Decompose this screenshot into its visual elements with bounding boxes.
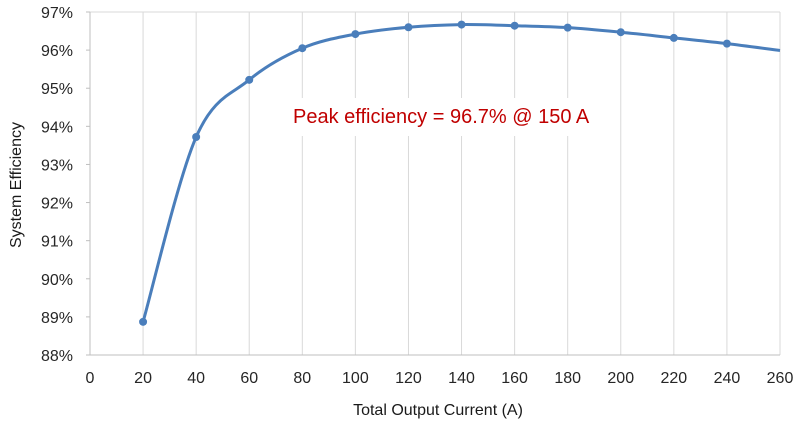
- x-tick-label-220: 220: [660, 370, 687, 387]
- x-tick-label-20: 20: [134, 370, 152, 387]
- data-point-220: [669, 33, 678, 42]
- y-tick-label-97: 97%: [41, 5, 73, 22]
- y-axis-title: System Efficiency: [8, 122, 25, 248]
- data-point-200: [616, 28, 625, 37]
- x-tick-label-200: 200: [607, 370, 634, 387]
- x-tick-label-260: 260: [767, 370, 794, 387]
- y-tick-label-88: 88%: [41, 348, 73, 365]
- y-tick-label-95: 95%: [41, 81, 73, 98]
- y-tick-label-96: 96%: [41, 43, 73, 60]
- x-tick-label-80: 80: [293, 370, 311, 387]
- x-tick-labels: 0 20 40 60 80 100 120 140 160 180 200 220 240 260: [86, 370, 794, 387]
- peak-efficiency-annotation: Peak efficiency = 96.7% @ 150 A: [293, 106, 590, 128]
- y-tick-labels: 88% 89% 90% 91% 92% 93% 94% 95% 96% 97%: [41, 5, 90, 365]
- y-tick-label-89: 89%: [41, 310, 73, 327]
- data-point-180: [563, 23, 572, 32]
- x-tick-label-120: 120: [395, 370, 422, 387]
- y-tick-label-91: 91%: [41, 234, 73, 251]
- x-axis-title: Total Output Current (A): [353, 402, 523, 419]
- y-tick-label-90: 90%: [41, 272, 73, 289]
- data-point-140: [457, 20, 466, 29]
- x-tick-label-60: 60: [240, 370, 258, 387]
- data-point-20: [139, 317, 148, 326]
- data-point-60: [245, 75, 254, 84]
- grid-lines: [90, 11, 781, 355]
- data-point-120: [404, 23, 413, 32]
- y-tick-label-93: 93%: [41, 157, 73, 174]
- data-point-240: [722, 39, 731, 48]
- x-tick-label-240: 240: [714, 370, 741, 387]
- data-point-40: [192, 133, 201, 142]
- data-points: [139, 20, 731, 326]
- x-tick-label-100: 100: [342, 370, 369, 387]
- annotation-background: [277, 98, 606, 136]
- x-tick-label-40: 40: [187, 370, 205, 387]
- x-tick-label-140: 140: [448, 370, 475, 387]
- x-tick-label-0: 0: [86, 370, 95, 387]
- y-tick-label-92: 92%: [41, 196, 73, 213]
- data-point-100: [351, 30, 360, 39]
- data-point-80: [298, 44, 307, 53]
- y-tick-label-94: 94%: [41, 119, 73, 136]
- x-tick-label-180: 180: [554, 370, 581, 387]
- x-tick-label-160: 160: [501, 370, 528, 387]
- data-point-160: [510, 21, 519, 30]
